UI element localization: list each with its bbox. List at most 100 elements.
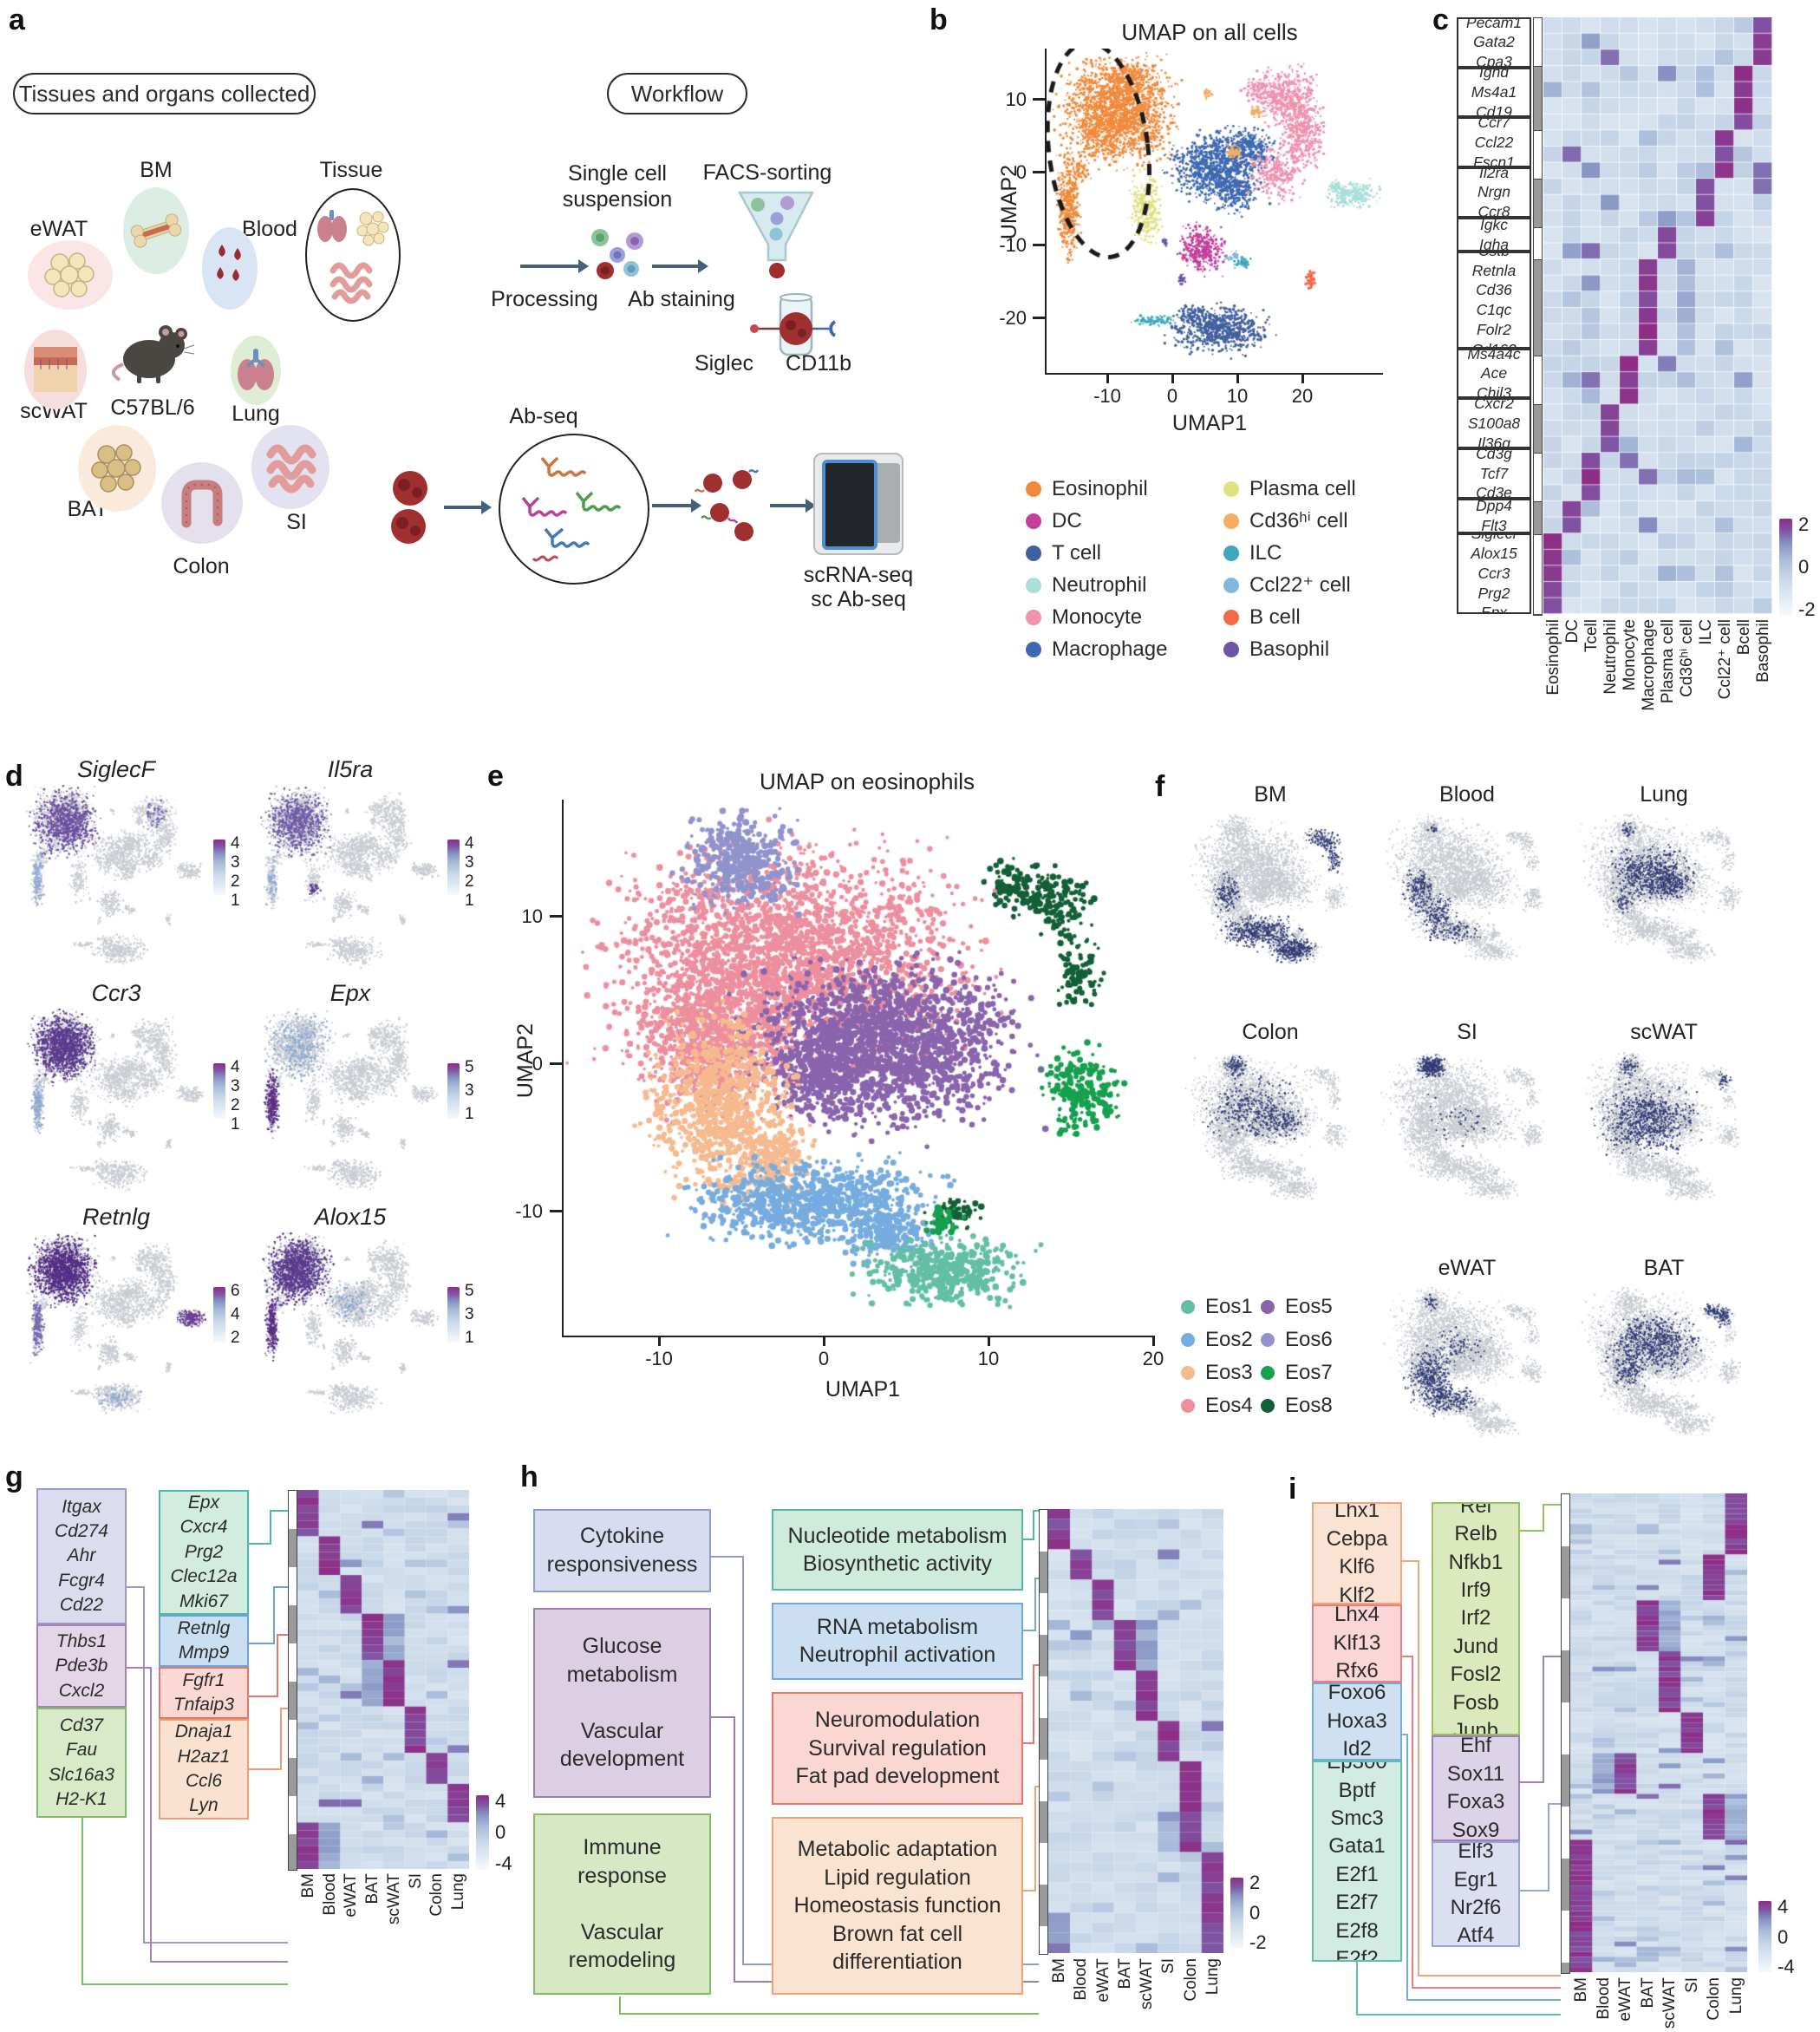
b-xtick: 10 (1226, 385, 1249, 407)
cell-suspension-icon (591, 229, 643, 279)
legend-label: Macrophage (1052, 637, 1168, 661)
column-label: Monocyte (1620, 619, 1639, 691)
colorbar-tick: 2 (231, 872, 240, 891)
legend-label: Eos6 (1285, 1328, 1333, 1351)
tissue-label: Tissue (319, 158, 383, 182)
i-connectors (1356, 1504, 1561, 2016)
c-colorbar-ticks: 2 0 -2 (1798, 513, 1816, 621)
gene-box: Epx Cxcr4 Prg2 Clec12a Mki67 (159, 1490, 249, 1615)
e-ytick-mark (550, 1062, 562, 1065)
feature-canvas-il5ra (260, 785, 440, 974)
legend-dot-icon (1181, 1366, 1195, 1380)
column-label-cell: Lung (447, 1873, 469, 1977)
abseq-arrow-1 (444, 500, 492, 513)
tissues-collected-title: Tissues and organs collected (18, 80, 310, 107)
column-label: BAT (1115, 1958, 1134, 1990)
column-label: Lung (1726, 1977, 1745, 2015)
column-label-cell: Tcell (1582, 619, 1601, 758)
legend-item: DC (1026, 505, 1223, 537)
pathway-box: Nucleotide metabolism Biosynthetic activ… (772, 1509, 1023, 1591)
gene-box: Fgfr1 Tnfaip3 (159, 1667, 249, 1719)
column-label: SI (1682, 1977, 1701, 1993)
colorbar-tick: 1 (231, 892, 240, 910)
abseq-arrow-3 (770, 499, 816, 512)
legend-item: ILC (1223, 537, 1397, 569)
abseq-circle (499, 434, 649, 585)
column-label: Blood (1072, 1958, 1091, 2001)
column-label: eWAT (1616, 1977, 1635, 2022)
organ-label-ewat: eWAT (29, 217, 88, 241)
tissue-canvas-blood (1380, 811, 1554, 969)
gene-box: Retnlg Mmp9 (159, 1615, 249, 1667)
eosinophil-cells-icon (391, 471, 427, 544)
e-xtick: 10 (977, 1348, 1000, 1369)
panel-i-label: i (1288, 1473, 1297, 1506)
g-column-labels: BM Blood eWAT BAT scWAT SI Colon Lung (297, 1873, 469, 1977)
b-ytick-mark (1033, 98, 1045, 101)
column-label-cell: BAT (1114, 1958, 1136, 2032)
b-ytick: 0 (1015, 161, 1027, 183)
feature-title-retnlg: Retnlg (82, 1204, 151, 1230)
gene-box: Cd37 Fau Slc16a3 H2-K1 (36, 1708, 127, 1818)
column-label-cell: Blood (319, 1873, 341, 1977)
column-label: eWAT (1093, 1958, 1112, 2003)
b-xtick-mark (1236, 373, 1239, 383)
h-cluster-sidebar (1039, 1509, 1048, 1955)
feature-colorbar (447, 1287, 460, 1343)
legend-dot-icon (1223, 545, 1239, 561)
legend-label: Eos1 (1205, 1295, 1253, 1318)
legend-label: Ccl22⁺ cell (1249, 573, 1351, 597)
legend-label: Cd36ʰⁱ cell (1249, 509, 1348, 533)
labelled-cells-icon (694, 469, 760, 541)
tissue-canvas-colon (1184, 1049, 1357, 1206)
legend-item: Eos1 (1181, 1290, 1261, 1323)
legend-label: Basophil (1249, 637, 1330, 661)
e-xtick: 0 (818, 1348, 830, 1369)
e-xtick-mark (988, 1336, 990, 1346)
column-label: BM (1572, 1977, 1591, 2003)
h-left-boxes: Cytokine responsiveness Glucose metabolis… (533, 1509, 711, 1995)
tf-box: Lhx4 Klf13 Rfx6 (1312, 1604, 1402, 1682)
tissue-mix-icon (317, 210, 389, 304)
column-label-cell: Neutrophil (1601, 619, 1620, 758)
sidebar-segment (1534, 260, 1542, 357)
column-label: BM (1050, 1958, 1069, 1983)
scrnaseq-label: scRNA-seq (803, 563, 914, 587)
b-ytick-mark (1033, 244, 1045, 246)
suspension-label: Single cell suspension (562, 161, 673, 212)
legend-label: B cell (1249, 604, 1301, 629)
umap-eos-plot (562, 800, 1155, 1337)
feature-title-ccr3: Ccr3 (91, 980, 141, 1006)
feature-canvas-retnlg (26, 1232, 206, 1421)
i-column-labels: BM Blood eWAT BAT scWAT SI Colon Lung (1570, 1977, 1747, 2032)
colorbar-tick: 0 (1249, 1901, 1261, 1924)
i-heatmap-canvas (1570, 1493, 1747, 1972)
legend-label: Neutrophil (1052, 572, 1147, 597)
gene-group-box: Igkc Igha (1457, 217, 1531, 252)
panel-g-label: g (5, 1460, 23, 1493)
legend-dot-icon (1026, 577, 1041, 593)
sidebar-segment (1534, 131, 1542, 180)
column-label-cell: Colon (1180, 1958, 1202, 2032)
colorbar-tick: -4 (1778, 1956, 1795, 1977)
feature-title-il5ra: Il5ra (327, 756, 374, 782)
column-label: Colon (1181, 1958, 1200, 2002)
legend-label: Eos8 (1285, 1394, 1333, 1417)
panel-a-label: a (9, 3, 25, 36)
c-cluster-sidebar (1533, 17, 1543, 616)
column-label-cell: Basophil (1753, 619, 1772, 758)
legend-item: Eos6 (1261, 1323, 1356, 1356)
column-label: Lung (449, 1873, 468, 1911)
feature-ticks: 5 3 1 (465, 1058, 474, 1124)
i-left-boxes: Lhx1 Cebpa Klf6 Klf2 Lhx4 Klf13 Rfx6 Foxo6… (1312, 1502, 1402, 1962)
legend-dot-icon (1223, 480, 1239, 497)
b-ytick: -20 (999, 307, 1027, 329)
b-xtick-mark (1106, 373, 1109, 383)
panel-e-label: e (487, 760, 504, 793)
colon-circle (161, 462, 243, 544)
column-label: scWAT (1138, 1958, 1157, 2010)
feature-canvas-alox15 (260, 1232, 440, 1421)
mouse-strain-label: C57BL/6 (110, 395, 195, 420)
